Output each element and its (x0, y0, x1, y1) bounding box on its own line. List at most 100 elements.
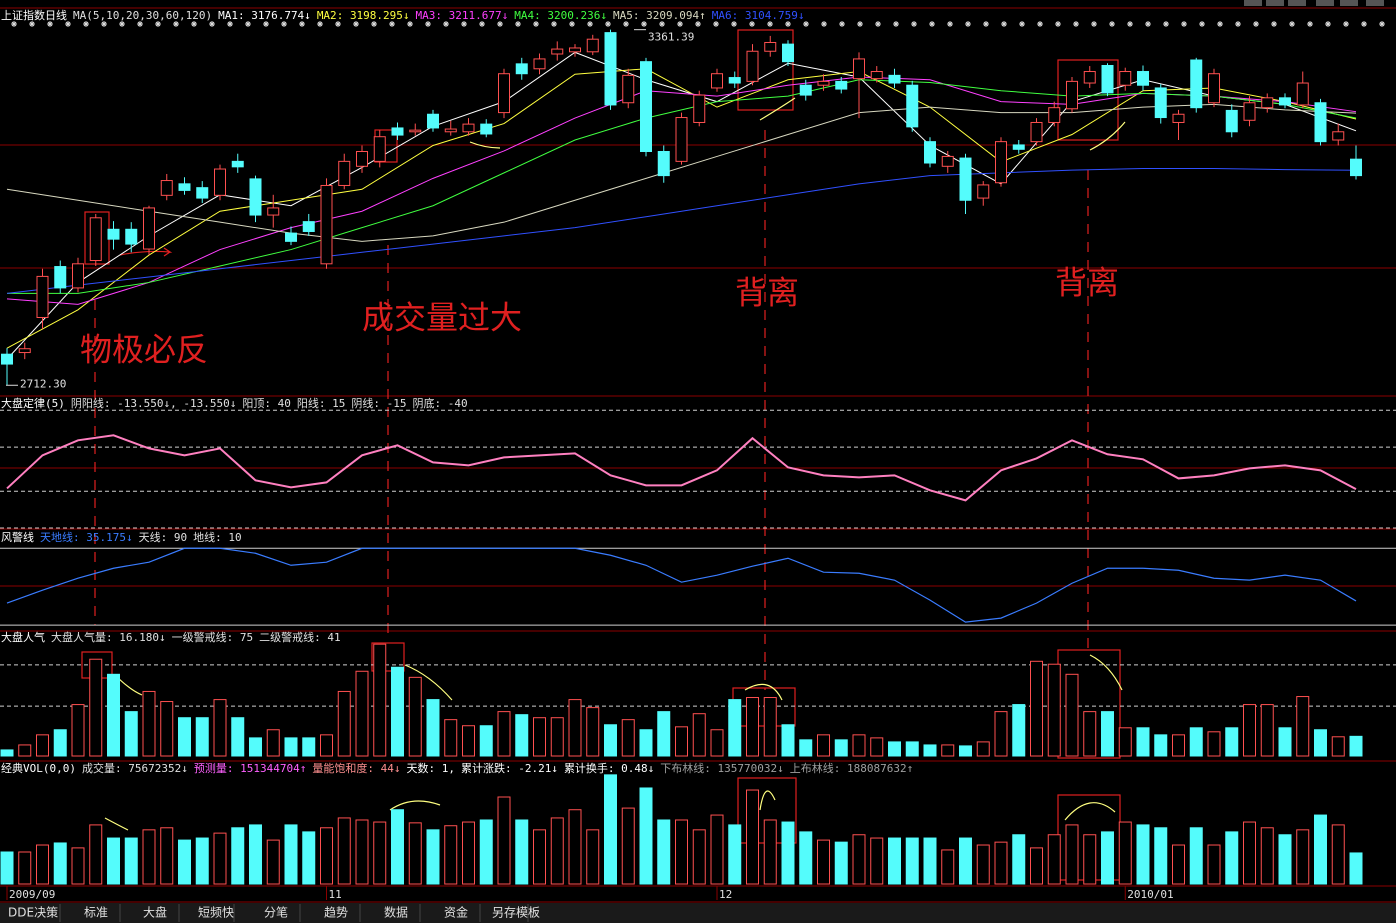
candle-body (178, 183, 191, 191)
bar (870, 837, 884, 885)
row-marker (209, 21, 215, 27)
toolbar-tab[interactable]: DDE决策 (8, 906, 58, 920)
bar (621, 807, 635, 885)
window-button[interactable] (1340, 0, 1358, 6)
candle-body (1190, 59, 1203, 109)
hand-arrow (119, 247, 173, 257)
bar (1118, 727, 1132, 757)
row-marker (497, 21, 503, 27)
candle-body (231, 160, 244, 168)
bar (1278, 727, 1292, 757)
bar (941, 744, 955, 757)
row-marker (1127, 21, 1133, 27)
row-marker (1307, 21, 1313, 27)
window-button[interactable] (1316, 0, 1334, 6)
window-button[interactable] (1266, 0, 1284, 6)
toolbar-tab[interactable]: 分笔 (264, 905, 288, 920)
row-marker (749, 21, 755, 27)
candle-body (1066, 80, 1078, 110)
bar (1136, 727, 1150, 757)
panel-header: 经典VOL(0,0) 成交量: 75672352↓ 预测量: 151344704↑ 量… (1, 761, 913, 775)
toolbar-tab[interactable]: 短频快 (198, 906, 234, 920)
header-text: 地线: 10 (193, 530, 242, 544)
bar (1260, 704, 1274, 757)
row-marker (605, 21, 611, 27)
toolbar-tab[interactable]: 数据 (384, 905, 408, 920)
header-text: 3200.236↓ (547, 9, 607, 22)
bar (0, 851, 14, 885)
row-marker (533, 21, 539, 27)
bar (604, 724, 617, 757)
candle-body (622, 74, 635, 104)
bar (266, 729, 280, 757)
header-text: 上布林线: 188087632↑ (790, 761, 913, 775)
toolbar-tab[interactable]: 另存模板 (492, 906, 540, 920)
bar (1207, 731, 1221, 757)
header-text: MA2 (317, 9, 337, 22)
bar (373, 643, 387, 757)
bar (462, 821, 475, 885)
candle-body (728, 77, 741, 84)
candle-body (870, 71, 883, 80)
bar (408, 822, 422, 885)
bar (53, 729, 67, 757)
row-marker (713, 21, 719, 27)
candle-body (196, 187, 209, 199)
bar (107, 673, 120, 757)
row-marker (1037, 21, 1043, 27)
row-marker (1343, 21, 1349, 27)
row-marker (767, 21, 773, 27)
toolbar-tab[interactable]: 标准 (84, 906, 108, 920)
row-marker (1325, 21, 1331, 27)
header-text: 3209.094↑ (646, 9, 706, 22)
header-text: 累计涨跌: -2.21↓ (461, 761, 558, 775)
row-marker (353, 21, 359, 27)
window-button[interactable] (1288, 0, 1306, 6)
bar (160, 701, 174, 757)
bar (355, 670, 369, 757)
bar (657, 819, 671, 885)
candle-body (657, 151, 670, 177)
header-text: : (337, 9, 350, 22)
header-text: MA6 (712, 9, 732, 22)
header-text: 预测量: 151344704↑ (194, 762, 306, 775)
row-marker (1091, 21, 1097, 27)
row-marker (965, 21, 971, 27)
candle-body (799, 84, 812, 96)
toolbar-tab[interactable]: 趋势 (324, 906, 348, 920)
header-text: MA3 (416, 9, 436, 22)
candle-body (356, 151, 368, 167)
candle-body (924, 141, 936, 164)
window-button[interactable] (1244, 0, 1262, 6)
bar (1154, 734, 1168, 757)
bar (1101, 831, 1114, 885)
toolbar-tab[interactable]: 资金 (444, 905, 468, 920)
candle-body (1225, 109, 1238, 133)
candle-body (1279, 97, 1291, 106)
window-button[interactable] (1366, 0, 1384, 6)
bar (213, 699, 227, 757)
bar (36, 734, 49, 757)
toolbar-tab[interactable]: 大盘 (143, 905, 167, 920)
bar (1225, 831, 1239, 885)
hand-arrow (389, 800, 441, 811)
row-marker (1379, 21, 1385, 27)
bar (320, 827, 333, 885)
header-text: 阴线: -15 (351, 396, 406, 410)
candle-body (1030, 121, 1043, 143)
bar (994, 711, 1008, 757)
bar (1243, 821, 1256, 885)
bar (1172, 734, 1185, 757)
price-marker-label: 3361.39 (648, 31, 694, 44)
row-marker (911, 21, 917, 27)
header-text: : (115, 762, 128, 775)
bar (497, 711, 511, 757)
candle-body (89, 217, 102, 262)
bar (675, 726, 688, 757)
bar (834, 841, 848, 885)
bar (53, 842, 67, 885)
bar (178, 839, 191, 885)
bar (1047, 834, 1061, 885)
bar (1207, 844, 1221, 885)
candle-body (1154, 87, 1167, 119)
